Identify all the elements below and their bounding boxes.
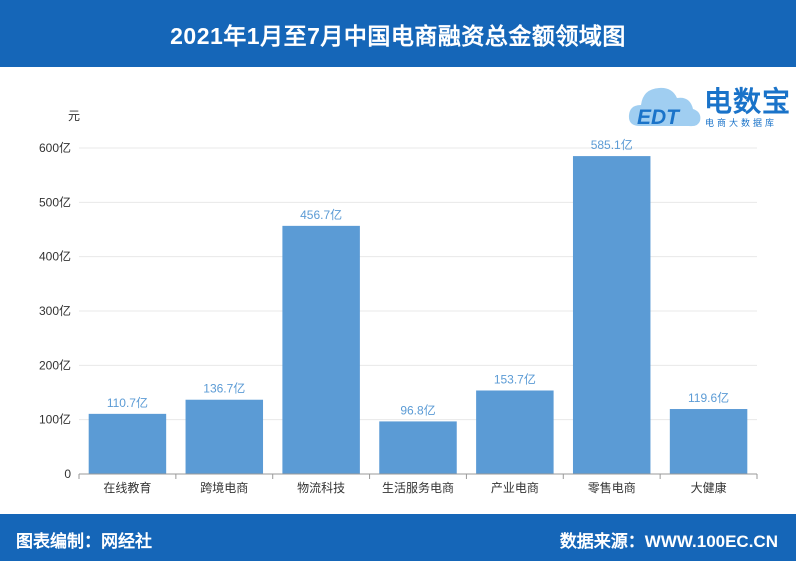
x-tick-label: 跨境电商 bbox=[200, 480, 248, 495]
bar-data-label: 96.8亿 bbox=[400, 402, 435, 417]
y-tick-label: 300亿 bbox=[39, 303, 71, 318]
bar-data-label: 456.7亿 bbox=[300, 207, 342, 222]
bar bbox=[282, 225, 360, 474]
bar-data-label: 136.7亿 bbox=[203, 381, 245, 396]
bar-data-label: 585.1亿 bbox=[591, 137, 633, 152]
bar-data-label: 110.7亿 bbox=[107, 395, 148, 410]
y-tick-label: 0 bbox=[64, 467, 71, 481]
logo-subtitle: 电商大数据库 bbox=[705, 118, 778, 128]
x-tick-label: 物流科技 bbox=[297, 481, 345, 495]
x-tick-label: 大健康 bbox=[691, 480, 727, 495]
cloud-logo-icon: EDT bbox=[628, 87, 701, 129]
y-tick-label: 100亿 bbox=[39, 412, 71, 427]
bar bbox=[185, 399, 264, 474]
x-tick-label: 生活服务电商 bbox=[382, 480, 454, 495]
bar-chart: 元 110.7亿 136.7亿 456.7亿 96.8亿 153.7亿 585.1亿 119… bbox=[39, 109, 758, 495]
x-tick-label: 零售电商 bbox=[588, 480, 636, 495]
logo-mark: EDT bbox=[637, 106, 681, 129]
bar-data-label: 153.7亿 bbox=[494, 371, 536, 386]
logo-brand-name: 电数宝 bbox=[704, 86, 792, 117]
bar bbox=[379, 421, 457, 474]
page-title: 2021年1月至7月中国电商融资总金额领域图 bbox=[170, 22, 626, 49]
y-tick-label: 500亿 bbox=[39, 194, 71, 209]
header-bar: 2021年1月至7月中国电商融资总金额领域图 bbox=[0, 0, 796, 67]
footer-bar: 图表编制：网经社 数据来源：WWW.100EC.CN bbox=[0, 514, 796, 561]
x-tick-label: 产业电商 bbox=[491, 480, 539, 495]
y-tick-label: 200亿 bbox=[39, 357, 71, 372]
bar bbox=[669, 409, 748, 474]
bar-data-label: 119.6亿 bbox=[688, 390, 729, 405]
y-axis-label: 元 bbox=[68, 109, 80, 123]
bar bbox=[88, 413, 167, 474]
y-tick-label: 400亿 bbox=[39, 249, 71, 264]
footer-editor: 图表编制：网经社 bbox=[16, 532, 152, 551]
y-tick-label: 600亿 bbox=[39, 140, 71, 155]
x-tick-label: 在线教育 bbox=[103, 480, 151, 495]
bar bbox=[572, 156, 651, 474]
brand-logo: EDT 电数宝 电商大数据库 bbox=[626, 76, 791, 134]
footer-source: 数据来源：WWW.100EC.CN bbox=[559, 532, 778, 551]
bar bbox=[476, 390, 554, 474]
